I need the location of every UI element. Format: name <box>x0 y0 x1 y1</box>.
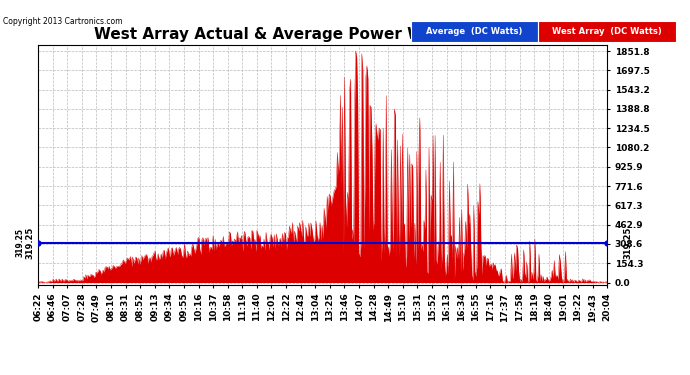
Text: Copyright 2013 Cartronics.com: Copyright 2013 Cartronics.com <box>3 17 123 26</box>
Text: 319.25: 319.25 <box>624 226 633 259</box>
Title: West Array Actual & Average Power Wed Jul 31 20:11: West Array Actual & Average Power Wed Ju… <box>94 27 551 42</box>
Text: 319.25: 319.25 <box>15 228 24 257</box>
Text: 319.25: 319.25 <box>26 226 35 259</box>
Text: Average  (DC Watts): Average (DC Watts) <box>426 27 522 36</box>
Text: West Array  (DC Watts): West Array (DC Watts) <box>552 27 662 36</box>
